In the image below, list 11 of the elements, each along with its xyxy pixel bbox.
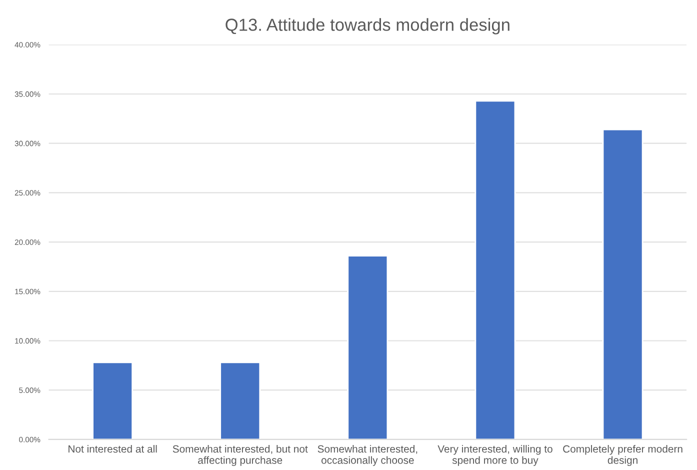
x-tick-label: Somewhat interested, but not affecting purchase	[172, 445, 308, 466]
chart-title: Q13. Attitude towards modern design	[226, 18, 510, 34]
bar	[347, 255, 388, 440]
bar	[602, 128, 644, 440]
bar	[220, 362, 261, 440]
bar	[92, 362, 134, 440]
x-tick-label: Not interested at all	[68, 445, 157, 453]
x-tick-label: Very interested, willing to spend more to buy	[438, 445, 552, 466]
x-tick-label: Completely prefer modern design	[563, 445, 682, 466]
x-tick-label: Somewhat interested, occasionally choose	[318, 445, 418, 466]
bar	[474, 100, 516, 440]
